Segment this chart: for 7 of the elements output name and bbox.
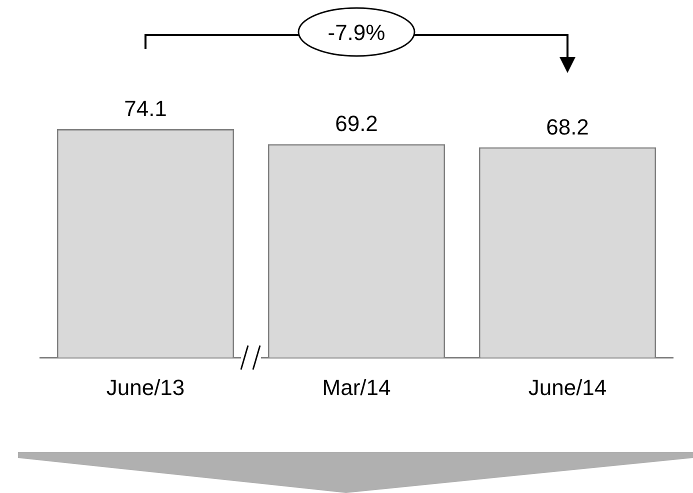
x-tick-label: June/14 <box>528 374 607 400</box>
data-label: 74.1 <box>124 96 167 122</box>
x-tick-label: June/13 <box>106 374 185 400</box>
data-label: 68.2 <box>546 114 589 140</box>
x-tick-label: Mar/14 <box>322 374 391 400</box>
data-label: 69.2 <box>335 111 378 136</box>
text: -7.9% <box>328 20 386 45</box>
